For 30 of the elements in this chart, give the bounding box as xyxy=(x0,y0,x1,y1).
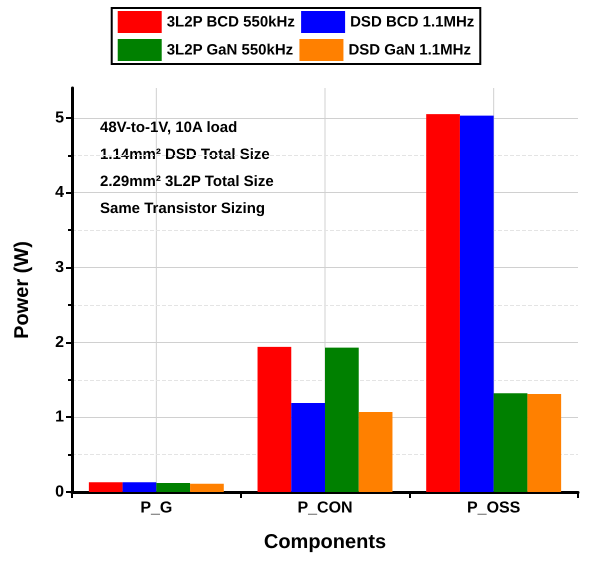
annotation: 48V-to-1V, 10A load xyxy=(100,119,238,136)
bar xyxy=(156,483,190,492)
y-tick-label: 0 xyxy=(55,484,64,500)
bar xyxy=(527,394,562,492)
bar xyxy=(258,346,292,492)
y-axis-title: Power (W) xyxy=(11,241,33,339)
bar xyxy=(494,393,528,492)
bar xyxy=(325,348,359,492)
legend-label: 3L2P GaN 550kHz xyxy=(166,42,294,58)
x-tick-label: P_CON xyxy=(297,500,353,516)
x-tick-label: P_G xyxy=(140,500,172,516)
y-tick-label: 3 xyxy=(55,259,64,276)
bar xyxy=(122,482,156,492)
annotation: Same Transistor Sizing xyxy=(100,200,266,217)
bar xyxy=(190,484,224,492)
y-tick-label: 1 xyxy=(55,408,64,426)
bar xyxy=(426,114,460,492)
legend-label: DSD GaN 1.1MHz xyxy=(348,42,471,58)
x-axis-title: Components xyxy=(264,531,386,553)
x-tick-label: P_OSS xyxy=(466,500,521,516)
y-tick-label: 4 xyxy=(55,184,64,202)
y-tick-label: 5 xyxy=(55,109,64,126)
annotation: 2.29mm² 3L2P Total Size xyxy=(100,173,274,190)
bar xyxy=(358,412,392,492)
y-tick-label: 2 xyxy=(55,334,64,351)
legend-label: DSD BCD 1.1MHz xyxy=(350,14,474,30)
bar xyxy=(88,482,123,492)
bar xyxy=(460,116,494,492)
legend-label: 3L2P BCD 550kHz xyxy=(166,14,295,30)
bar xyxy=(291,402,325,492)
